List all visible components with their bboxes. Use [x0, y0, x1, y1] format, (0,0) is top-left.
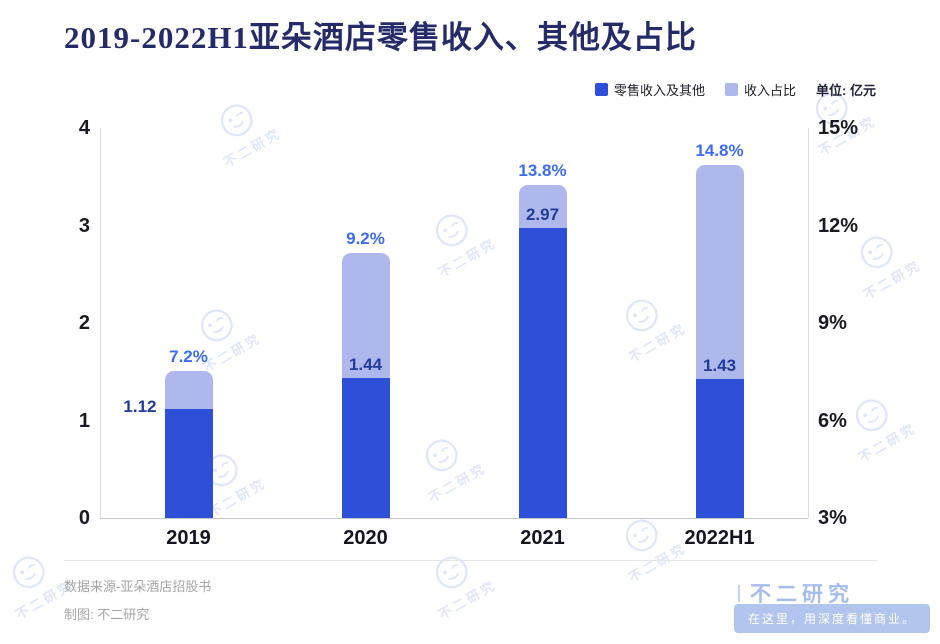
legend-item-income-ratio: 收入占比	[725, 80, 796, 99]
revenue-value-label: 1.44	[348, 354, 383, 374]
ratio-percent-label: 9.2%	[346, 228, 385, 248]
ratio-percent-label: 14.8%	[695, 141, 744, 161]
revenue-value-label: 1.43	[702, 355, 737, 375]
bar-retail-revenue	[518, 228, 567, 518]
bar-retail-revenue	[695, 378, 744, 518]
legend-item-retail-revenue: 零售收入及其他	[595, 80, 705, 99]
legend-swatch-income-ratio	[725, 83, 739, 96]
right-axis-tick: 12%	[818, 214, 859, 237]
left-axis-tick: 2	[78, 312, 90, 334]
unit-label: 单位: 亿元	[816, 83, 876, 98]
brand-name: 不二研究	[750, 583, 854, 606]
right-axis-line	[808, 128, 809, 518]
right-axis-tick: 9%	[818, 312, 847, 334]
legend-label-retail-revenue: 零售收入及其他	[614, 83, 706, 98]
left-axis-tick: 4	[78, 117, 90, 139]
left-axis-line	[100, 128, 101, 518]
right-axis-tick: 3%	[818, 507, 847, 529]
legend: 零售收入及其他 收入占比 单位: 亿元	[595, 80, 876, 99]
brand-block: 不二研究	[738, 578, 854, 608]
legend-label-income-ratio: 收入占比	[744, 83, 797, 98]
x-category-label: 2020	[343, 527, 388, 549]
bar-retail-revenue	[341, 377, 390, 518]
left-axis-tick: 1	[78, 409, 90, 432]
left-axis-tick: 3	[78, 214, 90, 237]
right-axis-tick: 15%	[818, 117, 859, 139]
revenue-value-label: 2.97	[525, 205, 560, 225]
footer-divider	[64, 560, 877, 561]
brand-slogan-badge: 在这里，用深度看懂商业。	[733, 604, 930, 633]
ratio-percent-label: 7.2%	[169, 346, 208, 366]
legend-swatch-retail-revenue	[595, 83, 609, 96]
right-axis-tick: 6%	[818, 409, 847, 432]
brand-divider-bar	[738, 584, 740, 602]
x-category-label: 2021	[520, 527, 565, 549]
bar-retail-revenue	[164, 408, 213, 518]
page-title: 2019-2022H1亚朵酒店零售收入、其他及占比	[64, 20, 697, 55]
ratio-percent-label: 13.8%	[518, 160, 567, 180]
revenue-value-label: 1.12	[123, 396, 157, 416]
x-axis-line	[100, 518, 808, 519]
chart-credit-text: 制图: 不二研究	[64, 607, 150, 622]
x-category-label: 2019	[166, 527, 211, 549]
data-source-text: 数据来源-亚朵酒店招股书	[64, 579, 212, 594]
left-axis-tick: 0	[78, 507, 90, 529]
x-category-label: 2022H1	[684, 527, 755, 549]
